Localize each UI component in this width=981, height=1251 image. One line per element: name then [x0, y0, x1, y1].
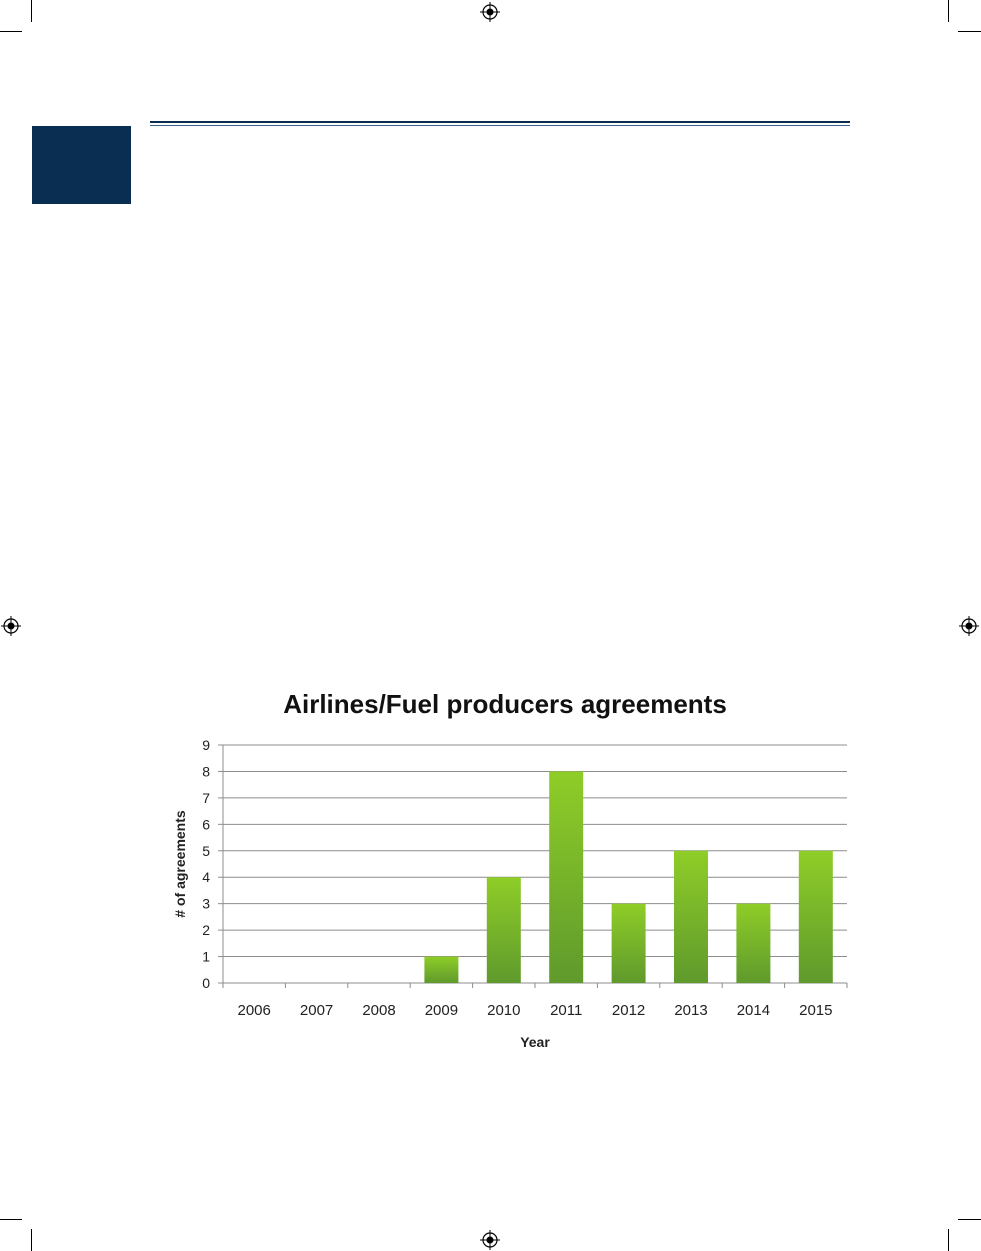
- crop-mark: [0, 1219, 22, 1220]
- crop-mark: [31, 1229, 32, 1251]
- chapter-block: [32, 126, 131, 204]
- registration-mark-icon: [1, 616, 21, 636]
- bar-2011: [549, 771, 584, 983]
- x-axis-title: Year: [520, 1034, 550, 1050]
- y-axis-title: # of agreements: [172, 810, 188, 918]
- y-tick-label: 5: [202, 843, 210, 859]
- bar-2009: [424, 956, 459, 983]
- y-tick-label: 4: [202, 869, 210, 885]
- registration-mark-icon: [480, 2, 500, 22]
- crop-mark: [948, 0, 949, 22]
- y-tick-label: 9: [202, 737, 210, 753]
- x-tick-label: 2006: [238, 1002, 271, 1019]
- x-tick-label: 2011: [550, 1002, 582, 1019]
- chart-title: Airlines/Fuel producers agreements: [283, 689, 727, 719]
- y-tick-label: 7: [202, 790, 210, 806]
- x-tick-label: 2007: [300, 1002, 333, 1019]
- bar-2015: [798, 850, 833, 983]
- crop-mark: [0, 31, 22, 32]
- y-tick-label: 2: [202, 922, 210, 938]
- registration-mark-icon: [959, 616, 979, 636]
- crop-mark: [31, 0, 32, 22]
- x-tick-label: 2008: [362, 1002, 395, 1019]
- y-tick-label: 3: [202, 896, 210, 912]
- x-tick-label: 2010: [487, 1002, 520, 1019]
- bar-2014: [736, 903, 771, 983]
- x-tick-label: 2012: [612, 1002, 645, 1019]
- y-tick-label: 8: [202, 763, 210, 779]
- x-tick-label: 2013: [674, 1002, 707, 1019]
- y-tick-label: 6: [202, 816, 210, 832]
- crop-mark: [948, 1229, 949, 1251]
- x-tick-label: 2015: [799, 1002, 832, 1019]
- x-tick-label: 2009: [425, 1002, 458, 1019]
- y-tick-label: 0: [202, 975, 210, 991]
- crop-mark: [958, 31, 981, 32]
- registration-mark-icon: [480, 1230, 500, 1250]
- x-tick-label: 2014: [737, 1002, 770, 1019]
- header-rule: [150, 121, 850, 126]
- crop-mark: [958, 1219, 981, 1220]
- y-tick-label: 1: [202, 949, 210, 965]
- bar-2012: [611, 903, 646, 983]
- bar-2010: [486, 877, 521, 983]
- bar-2013: [674, 850, 708, 983]
